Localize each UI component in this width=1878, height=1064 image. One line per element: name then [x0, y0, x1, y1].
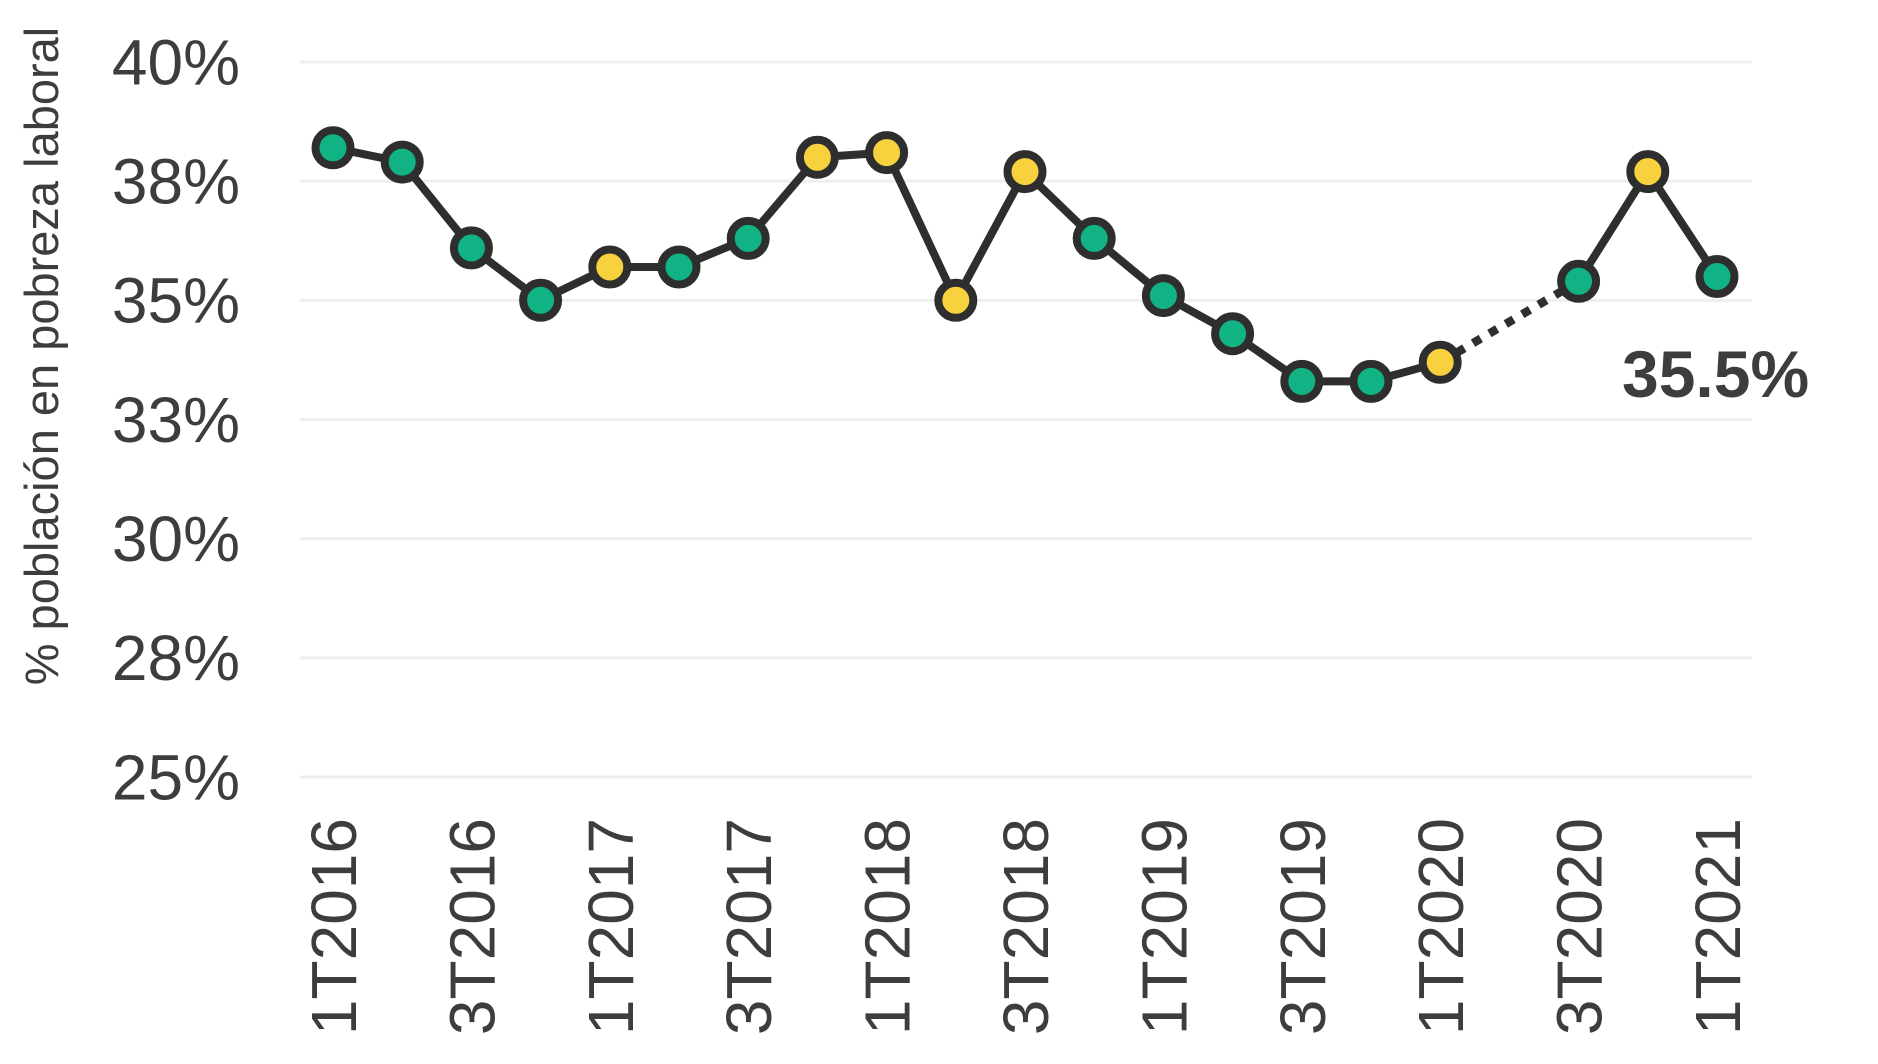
- data-point-4T2020: [1626, 150, 1670, 194]
- x-tick-label: 3T2019: [1267, 818, 1339, 1035]
- data-point-3T2016: [449, 226, 493, 270]
- data-point-2T2019: [1211, 312, 1255, 356]
- axis-labels-layer: 40% 38% 35% 33% 30% 28% 25% 1T2016 3T2016 1T2017 3…: [112, 26, 1754, 1035]
- y-axis-title: % población en pobreza laboral: [15, 27, 68, 685]
- data-point-4T2018: [1072, 216, 1116, 260]
- y-tick-label: 40%: [112, 26, 240, 98]
- data-point-1T2016: [311, 126, 355, 170]
- data-point-4T2017: [795, 135, 839, 179]
- x-tick-label: 3T2020: [1544, 818, 1616, 1035]
- x-tick-label: 1T2016: [298, 818, 370, 1035]
- y-tick-label: 25%: [112, 741, 240, 813]
- y-tick-label: 33%: [112, 384, 240, 456]
- y-tick-label: 30%: [112, 503, 240, 575]
- y-tick-label: 38%: [112, 146, 240, 218]
- x-tick-label: 3T2017: [713, 818, 785, 1035]
- data-point-2T2018: [934, 278, 978, 322]
- data-point-2T2017: [657, 245, 701, 289]
- data-point-1T2017: [588, 245, 632, 289]
- x-tick-label: 1T2021: [1682, 818, 1754, 1035]
- series-line: [329, 143, 1721, 386]
- data-point-1T2021: [1695, 255, 1739, 298]
- data-point-1T2020: [1418, 340, 1462, 384]
- data-point-4T2016: [519, 278, 563, 322]
- data-point-3T2017: [726, 216, 770, 260]
- y-tick-label: 28%: [112, 622, 240, 694]
- series-layer: [311, 126, 1739, 403]
- y-tick-label: 35%: [112, 265, 240, 337]
- data-point-3T2018: [1003, 150, 1047, 194]
- last-point-value-label: 35.5%: [1622, 337, 1809, 411]
- x-tick-label: 1T2019: [1128, 818, 1200, 1035]
- x-tick-label: 3T2016: [436, 818, 508, 1035]
- data-point-4T2019: [1349, 359, 1393, 403]
- data-point-1T2019: [1141, 274, 1185, 318]
- x-tick-label: 1T2020: [1405, 818, 1477, 1035]
- data-point-3T2020: [1557, 259, 1601, 303]
- data-point-2T2016: [380, 140, 424, 184]
- gap-connector-dotted-line: [1438, 277, 1581, 366]
- x-tick-label: 1T2018: [852, 818, 924, 1035]
- data-point-3T2019: [1280, 359, 1324, 403]
- x-tick-label: 3T2018: [990, 818, 1062, 1035]
- data-point-1T2018: [865, 131, 909, 175]
- x-tick-label: 1T2017: [575, 818, 647, 1035]
